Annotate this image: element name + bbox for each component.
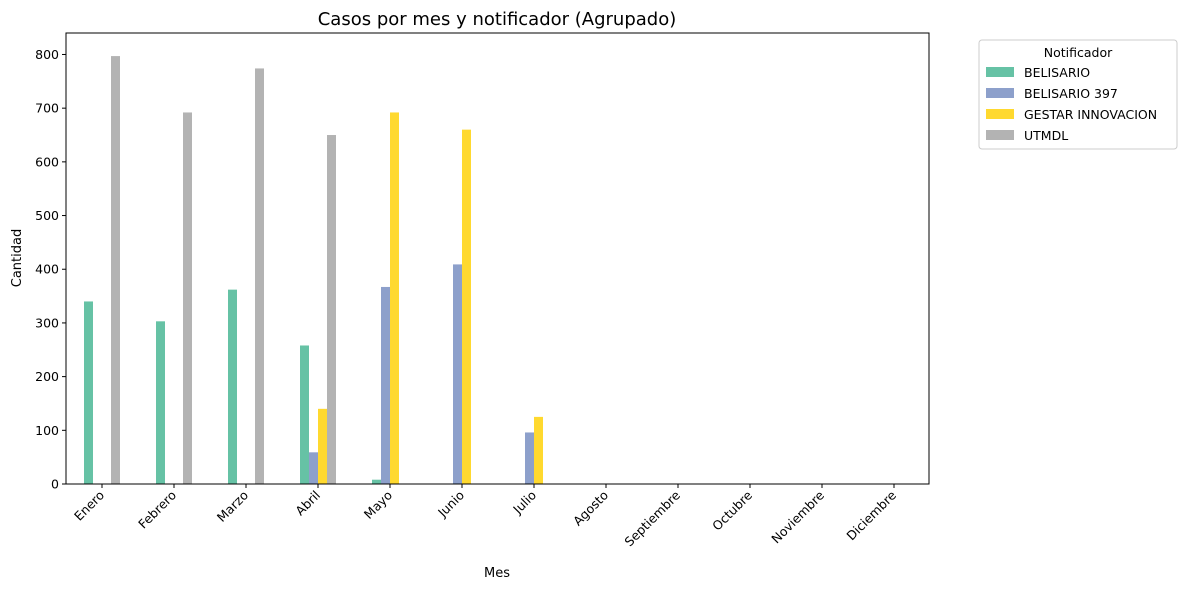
x-tick-label: Agosto — [570, 488, 611, 529]
y-tick-label: 600 — [35, 154, 59, 169]
bar-gestar-innovacion-mayo — [390, 112, 399, 484]
legend-label: GESTAR INNOVACION — [1024, 107, 1157, 122]
legend-swatch — [986, 109, 1014, 119]
bar-gestar-innovacion-julio — [534, 416, 543, 484]
legend-items: BELISARIO BELISARIO 397 GESTAR INNOVACION U… — [986, 65, 1157, 143]
x-tick-label: Octubre — [709, 487, 755, 533]
y-tick-label: 300 — [35, 315, 59, 330]
y-axis: 0 100 200 300 400 500 600 700 800 — [35, 47, 66, 492]
y-tick-label: 0 — [51, 477, 59, 492]
bar-belisario-abril — [300, 345, 309, 484]
bar-gestar-innovacion-abril — [318, 408, 327, 484]
legend-swatch — [986, 130, 1014, 140]
x-tick-label: Enero — [71, 488, 107, 524]
y-tick-label: 200 — [35, 369, 59, 384]
bar-belisario-marzo — [228, 289, 237, 484]
x-tick-label: Junio — [434, 488, 467, 521]
y-tick-label: 800 — [35, 47, 59, 62]
x-tick-label: Diciembre — [843, 487, 899, 543]
plot-area-frame — [65, 32, 930, 485]
bar-belisario-397-mayo — [381, 286, 390, 484]
y-tick-label: 100 — [35, 423, 59, 438]
bar-belisario-enero — [84, 301, 93, 484]
bar-belisario-mayo — [372, 479, 381, 484]
y-axis-title: Cantidad — [10, 229, 25, 287]
x-tick-label: Mayo — [361, 488, 395, 522]
bar-gestar-innovacion-junio — [462, 129, 471, 484]
legend-label: BELISARIO — [1024, 65, 1090, 80]
bar-utmdl-abril — [327, 135, 336, 484]
x-tick-label: Julio — [509, 488, 539, 518]
bar-utmdl-enero — [111, 56, 120, 484]
bar-belisario-febrero — [156, 321, 165, 484]
bar-belisario-397-julio — [525, 432, 534, 484]
legend-swatch — [986, 88, 1014, 98]
legend-label: BELISARIO 397 — [1024, 86, 1118, 101]
legend-swatch — [986, 67, 1014, 77]
bar-belisario-397-junio — [453, 264, 462, 484]
chart-title: Casos por mes y notificador (Agrupado) — [318, 9, 677, 30]
x-tick-label: Noviembre — [768, 487, 827, 546]
x-axis-title: Mes — [484, 566, 510, 581]
bars-layer — [84, 56, 543, 484]
x-tick-label: Abril — [292, 488, 323, 519]
bar-utmdl-marzo — [255, 68, 264, 484]
x-tick-label: Febrero — [135, 488, 179, 532]
x-tick-label: Septiembre — [621, 487, 683, 549]
x-tick-label: Marzo — [214, 488, 251, 525]
bar-belisario-397-abril — [309, 452, 318, 484]
legend: Notificador BELISARIO BELISARIO 397 GESTAR… — [978, 39, 1178, 150]
x-axis: Enero Febrero Marzo Abril Mayo Junio Julio Agos… — [71, 484, 899, 549]
bar-utmdl-febrero — [183, 112, 192, 484]
y-tick-label: 700 — [35, 101, 59, 116]
legend-title: Notificador — [1044, 45, 1113, 60]
legend-box — [978, 39, 1178, 150]
legend-label: UTMDL — [1024, 128, 1068, 143]
y-tick-label: 400 — [35, 262, 59, 277]
y-tick-label: 500 — [35, 208, 59, 223]
